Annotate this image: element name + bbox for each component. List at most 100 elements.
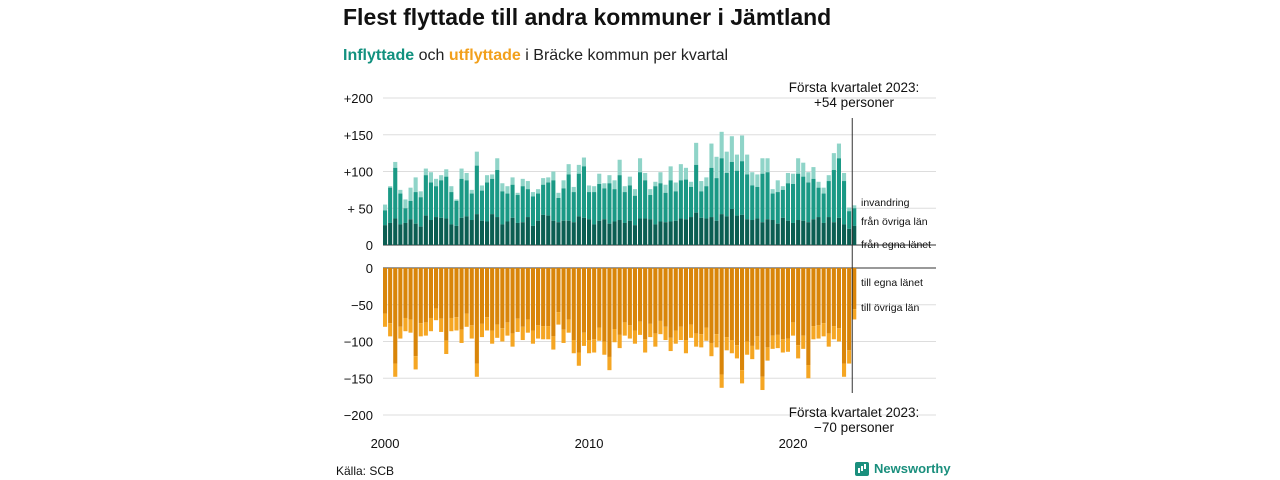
bar-outflow-own-county (515, 268, 520, 319)
bar-inflow-immigration (658, 172, 663, 184)
bar-outflow-own-county (683, 268, 688, 341)
bar-outflow-other-counties (765, 347, 770, 361)
bar-outflow-other-counties (785, 338, 790, 352)
bar-inflow-other-counties (750, 185, 755, 221)
bar-outflow-own-county (648, 268, 653, 324)
bar-inflow-other-counties (398, 193, 403, 225)
bar-outflow-other-counties (806, 365, 811, 379)
bar-outflow-other-counties (510, 333, 515, 347)
subtitle-rest: i Bräcke kommun per kvartal (525, 47, 729, 64)
bar-inflow-own-county (479, 220, 484, 245)
y-tick-label-bottom: −100 (344, 335, 373, 350)
bar-outflow-own-county (439, 268, 444, 319)
bar-inflow-immigration (576, 164, 581, 174)
bar-inflow-immigration (694, 142, 699, 165)
bar-inflow-immigration (485, 175, 490, 183)
bar-inflow-own-county (765, 219, 770, 245)
bar-outflow-own-county (464, 268, 469, 314)
bar-inflow-immigration (408, 187, 413, 201)
bar-inflow-own-county (505, 221, 510, 245)
bar-inflow-own-county (449, 224, 454, 245)
bar-outflow-other-counties (653, 333, 658, 347)
bar-inflow-own-county (729, 208, 734, 245)
bar-inflow-own-county (714, 220, 719, 245)
bar-inflow-own-county (474, 214, 479, 245)
bar-inflow-other-counties (678, 180, 683, 219)
annotation-inflow-line1: Första kvartalet 2023: (789, 80, 920, 95)
bar-outflow-own-county (847, 268, 852, 351)
y-tick-label-top: +200 (344, 91, 373, 106)
bar-outflow-other-counties (444, 340, 449, 354)
bar-inflow-immigration (719, 131, 724, 159)
bar-outflow-own-county (627, 268, 632, 326)
bar-inflow-immigration (388, 186, 393, 188)
bar-inflow-own-county (704, 218, 709, 245)
bar-inflow-other-counties (469, 193, 474, 221)
bar-outflow-other-counties (469, 325, 474, 339)
bar-inflow-immigration (704, 177, 709, 187)
bar-inflow-immigration (581, 157, 586, 167)
bar-inflow-own-county (617, 220, 622, 245)
bar-inflow-other-counties (490, 178, 495, 215)
bar-outflow-own-county (403, 268, 408, 318)
bar-outflow-other-counties (683, 340, 688, 354)
bar-inflow-other-counties (530, 196, 535, 226)
bar-inflow-immigration (546, 177, 551, 183)
bar-inflow-own-county (658, 221, 663, 245)
bar-inflow-other-counties (607, 183, 612, 224)
bar-inflow-other-counties (408, 200, 413, 220)
bar-inflow-other-counties (576, 173, 581, 217)
bar-outflow-other-counties (760, 376, 765, 391)
bar-outflow-other-counties (780, 339, 785, 353)
bar-inflow-other-counties (587, 192, 592, 220)
bar-inflow-other-counties (428, 182, 433, 221)
bar-outflow-own-county (418, 268, 423, 324)
bar-outflow-other-counties (459, 329, 464, 343)
bar-inflow-own-county (444, 218, 449, 245)
bar-outflow-own-county (852, 268, 857, 310)
bar-inflow-immigration (627, 176, 632, 186)
bar-inflow-other-counties (852, 208, 857, 226)
bar-outflow-other-counties (581, 332, 586, 346)
bar-inflow-own-county (775, 223, 780, 245)
bar-outflow-other-counties (428, 317, 433, 332)
bar-inflow-immigration (571, 186, 576, 193)
bar-outflow-other-counties (495, 324, 500, 338)
bar-inflow-immigration (505, 186, 510, 194)
bar-inflow-immigration (760, 158, 765, 174)
bar-outflow-own-county (724, 268, 729, 338)
bar-outflow-other-counties (622, 322, 627, 336)
bar-inflow-other-counties (780, 189, 785, 218)
bar-inflow-other-counties (413, 192, 418, 224)
bar-outflow-other-counties (479, 323, 484, 338)
bar-inflow-own-county (632, 225, 637, 245)
bar-inflow-own-county (393, 218, 398, 245)
y-tick-label-top: +150 (344, 128, 373, 143)
subtitle-and-word: och (418, 47, 445, 64)
bar-outflow-own-county (816, 268, 821, 326)
bar-inflow-other-counties (515, 195, 520, 223)
bar-outflow-other-counties (673, 330, 678, 344)
bar-inflow-immigration (729, 136, 734, 162)
bar-inflow-other-counties (811, 178, 816, 220)
bar-inflow-immigration (423, 168, 428, 176)
bar-outflow-other-counties (842, 363, 847, 377)
bar-inflow-own-county (760, 222, 765, 245)
bar-outflow-own-county (658, 268, 663, 321)
bar-outflow-own-county (826, 268, 831, 334)
annotation-inflow-line2: +54 personer (814, 95, 894, 110)
bar-inflow-other-counties (643, 180, 648, 219)
bar-inflow-other-counties (612, 189, 617, 222)
bar-outflow-own-county (678, 268, 683, 327)
bar-outflow-own-county (581, 268, 586, 333)
bar-inflow-immigration (449, 186, 454, 193)
bar-inflow-own-county (811, 219, 816, 245)
bar-inflow-own-county (847, 228, 852, 245)
bar-outflow-own-county (454, 268, 459, 318)
bar-inflow-immigration (683, 167, 688, 180)
bar-outflow-own-county (796, 268, 801, 346)
bar-outflow-other-counties (826, 333, 831, 347)
bar-inflow-own-county (699, 217, 704, 245)
bar-outflow-own-county (719, 268, 724, 375)
bar-outflow-other-counties (632, 330, 637, 344)
